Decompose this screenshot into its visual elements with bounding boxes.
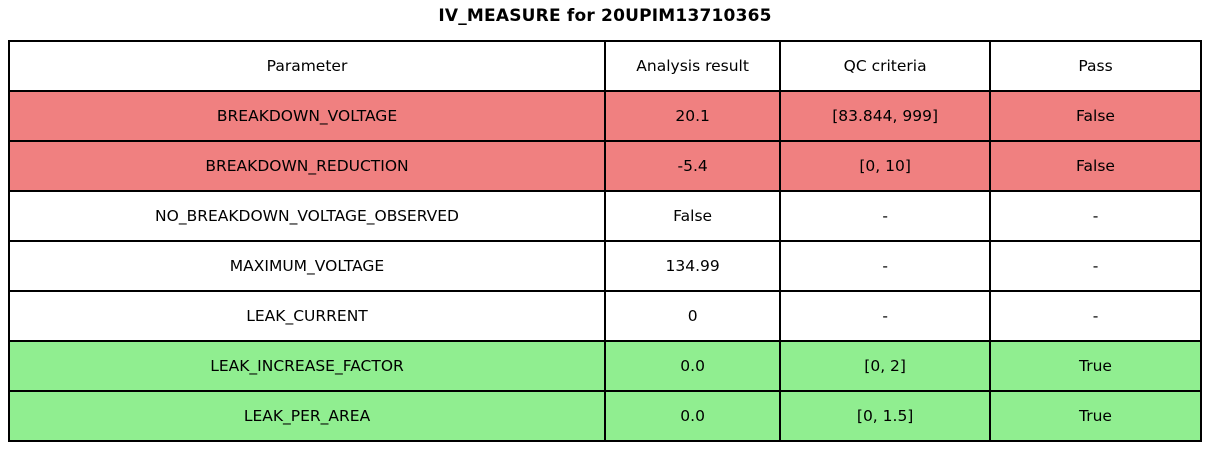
cell-analysis-result: 0 [604, 290, 782, 342]
cell-parameter: NO_BREAKDOWN_VOLTAGE_OBSERVED [7, 190, 607, 242]
cell-qc-criteria: [0, 10] [779, 140, 992, 192]
table-row: MAXIMUM_VOLTAGE 134.99 - - [7, 240, 1202, 292]
table-row: LEAK_CURRENT 0 - - [7, 290, 1202, 342]
cell-parameter: LEAK_PER_AREA [7, 390, 607, 442]
cell-qc-criteria: - [779, 190, 992, 242]
cell-qc-criteria: - [779, 240, 992, 292]
cell-analysis-result: -5.4 [604, 140, 782, 192]
cell-qc-criteria: [0, 2] [779, 340, 992, 392]
cell-qc-criteria: [0, 1.5] [779, 390, 992, 442]
cell-parameter: LEAK_INCREASE_FACTOR [7, 340, 607, 392]
cell-qc-criteria: [83.844, 999] [779, 90, 992, 142]
cell-pass: False [989, 90, 1202, 142]
cell-pass: False [989, 140, 1202, 192]
cell-pass: True [989, 390, 1202, 442]
cell-pass: - [989, 190, 1202, 242]
cell-parameter: BREAKDOWN_REDUCTION [7, 140, 607, 192]
cell-parameter: LEAK_CURRENT [7, 290, 607, 342]
column-header-qc-criteria: QC criteria [779, 40, 992, 92]
column-header-analysis-result: Analysis result [604, 40, 782, 92]
cell-analysis-result: 0.0 [604, 390, 782, 442]
table-header-row: Parameter Analysis result QC criteria Pa… [7, 40, 1202, 92]
table-row: BREAKDOWN_REDUCTION -5.4 [0, 10] False [7, 140, 1202, 192]
column-header-pass: Pass [989, 40, 1202, 92]
cell-analysis-result: 0.0 [604, 340, 782, 392]
cell-pass: - [989, 240, 1202, 292]
cell-pass: - [989, 290, 1202, 342]
cell-analysis-result: 20.1 [604, 90, 782, 142]
cell-analysis-result: False [604, 190, 782, 242]
column-header-parameter: Parameter [7, 40, 607, 92]
cell-pass: True [989, 340, 1202, 392]
qc-results-table: Parameter Analysis result QC criteria Pa… [7, 40, 1202, 442]
cell-qc-criteria: - [779, 290, 992, 342]
table-row: NO_BREAKDOWN_VOLTAGE_OBSERVED False - - [7, 190, 1202, 242]
table-row: LEAK_PER_AREA 0.0 [0, 1.5] True [7, 390, 1202, 442]
table-row: BREAKDOWN_VOLTAGE 20.1 [83.844, 999] Fal… [7, 90, 1202, 142]
table-row: LEAK_INCREASE_FACTOR 0.0 [0, 2] True [7, 340, 1202, 392]
figure-title: IV_MEASURE for 20UPIM13710365 [438, 6, 772, 26]
cell-parameter: BREAKDOWN_VOLTAGE [7, 90, 607, 142]
cell-parameter: MAXIMUM_VOLTAGE [7, 240, 607, 292]
cell-analysis-result: 134.99 [604, 240, 782, 292]
